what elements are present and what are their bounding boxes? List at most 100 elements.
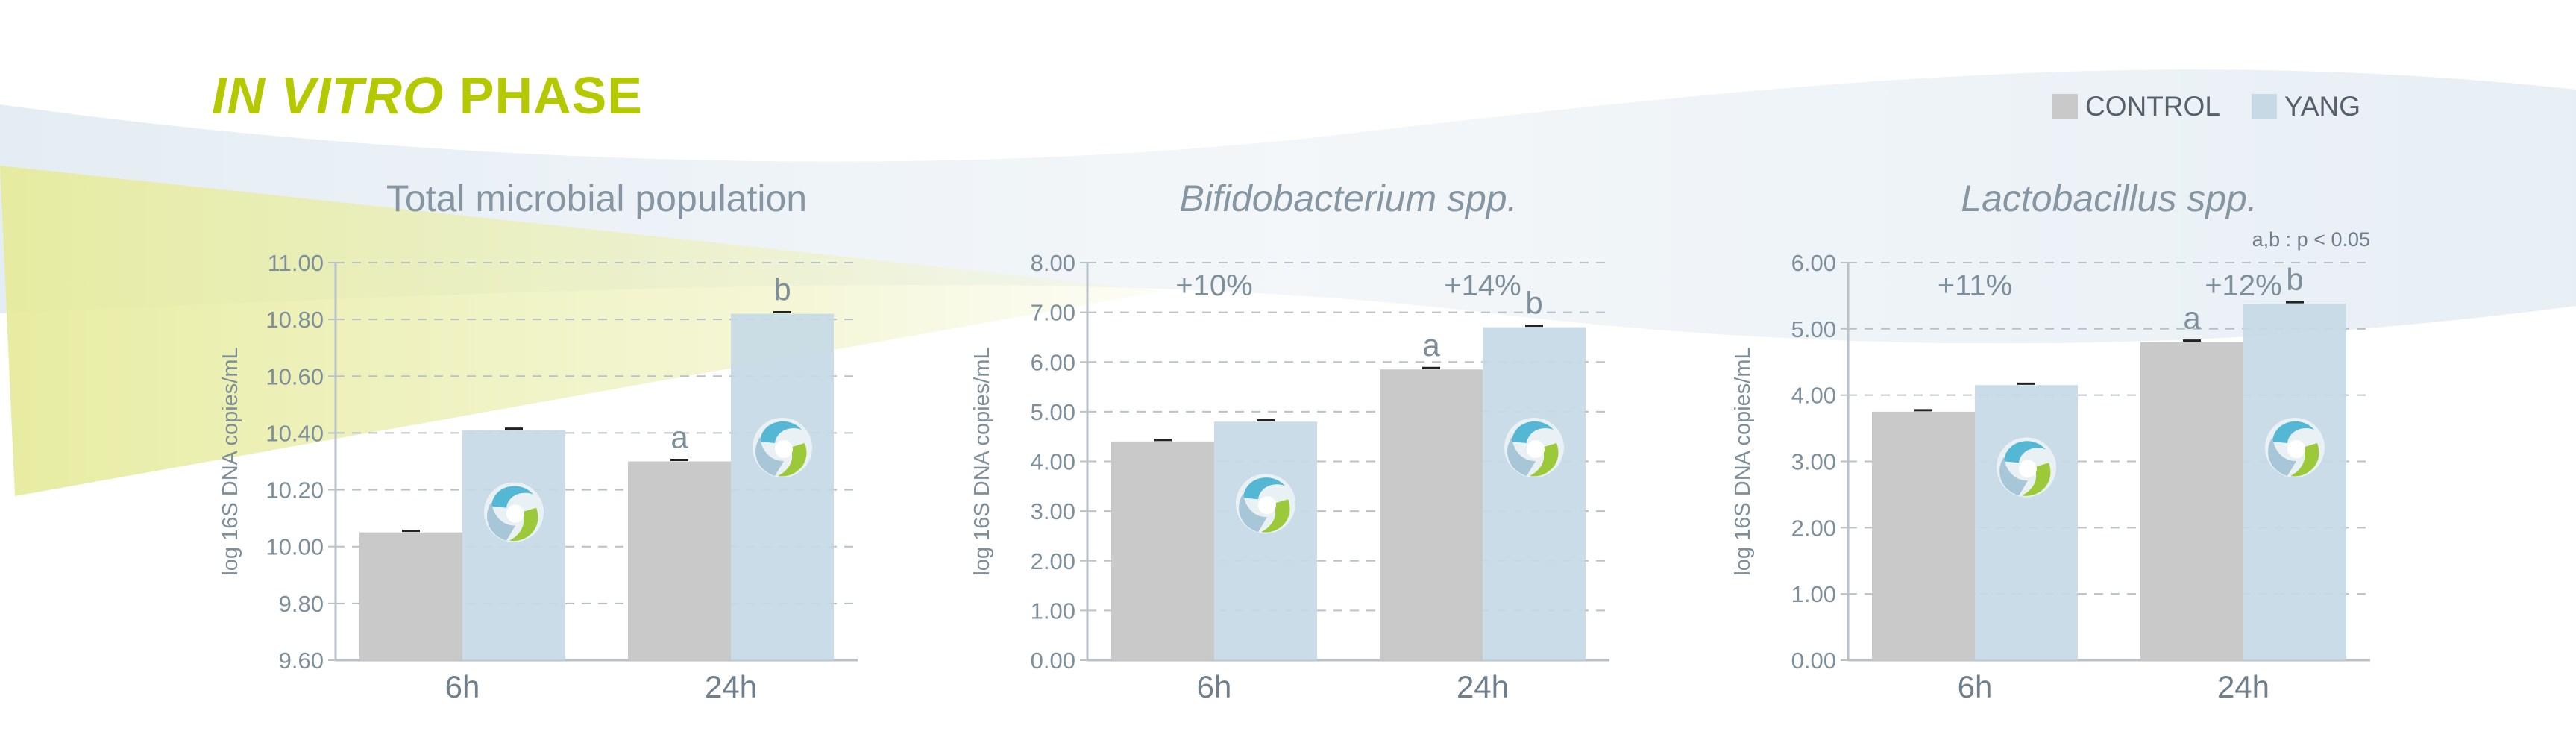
x-tick-label: 6h xyxy=(1197,669,1232,704)
y-tick-label: 10.00 xyxy=(266,534,324,560)
logo-blue-petal xyxy=(760,421,802,443)
bar-yang-24h xyxy=(1483,327,1586,660)
title-italic-part: IN VITRO xyxy=(212,66,444,125)
yang-logo-icon xyxy=(1236,474,1295,534)
chart-2: Bifidobacterium spp. log 16S DNA copies/m… xyxy=(970,178,1609,704)
y-tick-label: 0.00 xyxy=(1031,648,1075,674)
increase-label: +11% xyxy=(1938,269,2012,302)
y-tick-label: 3.00 xyxy=(1031,498,1075,524)
y-tick-label: 8.00 xyxy=(1031,250,1075,276)
chart-title: Lactobacillus spp. xyxy=(1961,178,2257,219)
y-tick-label: 10.20 xyxy=(266,477,324,504)
chart-1: Total microbial population log 16S DNA co… xyxy=(219,178,858,704)
sig-letter-control: a xyxy=(670,420,688,455)
yang-logo-icon xyxy=(1504,418,1564,477)
bar-control-6h xyxy=(1111,441,1214,660)
x-tick-label: 6h xyxy=(1958,669,1993,704)
legend: CONTROL YANG xyxy=(2052,91,2360,122)
y-tick-label: 0.00 xyxy=(1791,648,1836,674)
logo-grey-petal xyxy=(1999,457,2028,496)
title-rest-part: PHASE xyxy=(459,66,643,125)
logo-blue-petal xyxy=(1243,477,1285,500)
yellow-wedge xyxy=(0,166,1163,496)
yang-swatch xyxy=(2251,94,2277,119)
legend-item-control: CONTROL xyxy=(2052,91,2220,122)
logo-center xyxy=(2019,460,2037,478)
logo-green-petal xyxy=(2022,463,2051,496)
sig-letter-control: a xyxy=(2183,301,2201,336)
logo-grey-petal xyxy=(1239,493,1267,533)
y-tick-label: 9.80 xyxy=(279,591,324,617)
y-tick-label: 1.00 xyxy=(1791,581,1836,607)
y-tick-label: 6.00 xyxy=(1791,250,1836,276)
sig-letter-yang: b xyxy=(1525,286,1542,321)
logo-center xyxy=(1527,440,1545,458)
logo-grey-petal xyxy=(2268,437,2296,476)
y-tick-label: 2.00 xyxy=(1791,515,1836,541)
logo-grey-petal xyxy=(755,437,784,476)
logo-blue-petal xyxy=(491,486,533,508)
sig-letter-yang: b xyxy=(773,272,791,307)
x-tick-label: 24h xyxy=(2217,669,2269,704)
y-tick-label: 5.00 xyxy=(1791,316,1836,342)
y-tick-label: 7.00 xyxy=(1031,300,1075,326)
increase-label: +14% xyxy=(1444,269,1521,302)
x-tick-label: 24h xyxy=(705,669,757,704)
y-tick-label: 4.00 xyxy=(1791,383,1836,409)
yang-logo-icon xyxy=(2265,418,2325,477)
logo-blue-petal xyxy=(2004,441,2046,463)
legend-item-yang: YANG xyxy=(2251,91,2361,122)
chart-3: Lactobacillus spp. log 16S DNA copies/mL 0… xyxy=(1731,178,2370,704)
bar-yang-24h xyxy=(2243,304,2346,660)
bar-yang-6h xyxy=(1214,421,1317,660)
bar-control-6h xyxy=(1872,411,1975,660)
logo-green-petal xyxy=(1261,499,1290,533)
x-tick-label: 24h xyxy=(1457,669,1509,704)
logo-blue-petal xyxy=(1512,421,1554,443)
logo-green-petal xyxy=(1530,443,1559,477)
y-axis-label: log 16S DNA copies/mL xyxy=(1731,347,1755,575)
bar-yang-6h xyxy=(462,430,565,660)
bar-yang-6h xyxy=(1975,385,2078,660)
y-tick-label: 4.00 xyxy=(1031,449,1075,475)
yang-logo-icon xyxy=(484,482,544,542)
logo-grey-petal xyxy=(487,501,515,541)
y-tick-label: 11.00 xyxy=(268,250,324,276)
y-tick-label: 2.00 xyxy=(1031,548,1075,574)
increase-label: +12% xyxy=(2205,269,2281,302)
yang-logo-icon xyxy=(1997,437,2056,498)
legend-label-control: CONTROL xyxy=(2085,91,2220,122)
bar-control-24h xyxy=(2140,342,2243,660)
sig-letter-yang: b xyxy=(2286,262,2303,297)
y-tick-label: 6.00 xyxy=(1031,349,1075,375)
chart-title: Total microbial population xyxy=(386,178,807,219)
logo-center xyxy=(506,504,524,523)
increase-label: +10% xyxy=(1175,269,1252,302)
logo-green-petal xyxy=(778,443,807,477)
y-axis-label: log 16S DNA copies/mL xyxy=(970,347,994,575)
bar-control-24h xyxy=(628,461,731,660)
y-tick-label: 9.60 xyxy=(279,648,324,674)
logo-center xyxy=(2287,440,2305,458)
bar-control-6h xyxy=(359,532,462,660)
chart-title: Bifidobacterium spp. xyxy=(1179,178,1517,219)
logo-grey-petal xyxy=(1507,437,1536,476)
logo-center xyxy=(1258,496,1276,515)
y-tick-label: 10.80 xyxy=(266,307,324,333)
y-axis-label: log 16S DNA copies/mL xyxy=(219,347,242,575)
x-tick-label: 6h xyxy=(445,669,480,704)
y-tick-label: 5.00 xyxy=(1031,399,1075,425)
significance-note: a,b : p < 0.05 xyxy=(2252,228,2370,251)
sig-letter-control: a xyxy=(1422,328,1440,363)
logo-center xyxy=(775,440,793,458)
logo-green-petal xyxy=(509,507,538,542)
control-swatch xyxy=(2052,94,2078,119)
yang-logo-icon xyxy=(753,418,812,477)
page-title: IN VITRO PHASE xyxy=(212,66,643,125)
logo-green-petal xyxy=(2290,443,2319,477)
bar-yang-24h xyxy=(731,313,834,660)
logo-blue-petal xyxy=(2272,421,2314,443)
legend-label-yang: YANG xyxy=(2284,91,2361,122)
